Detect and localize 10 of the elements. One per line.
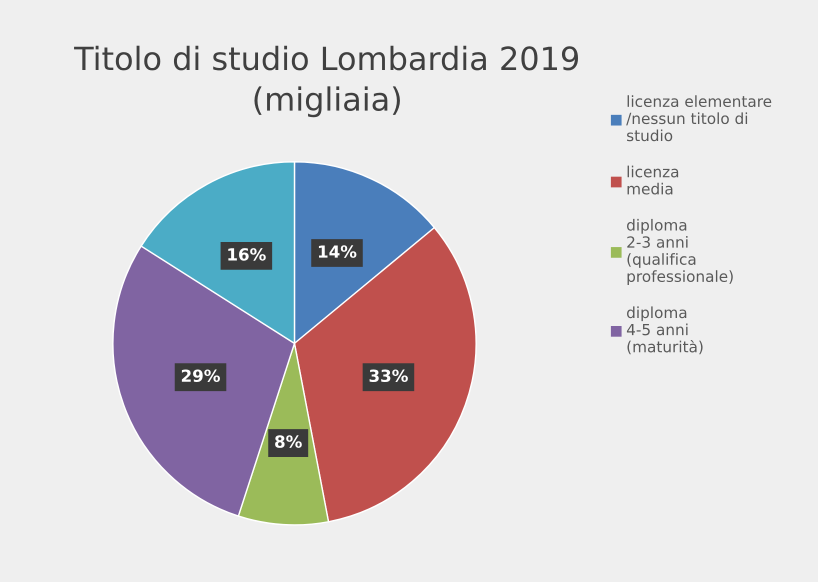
data-label: 14% — [318, 245, 356, 258]
legend-label: licenza media — [628, 166, 678, 195]
data-label: 29% — [182, 369, 220, 382]
legend-label: diploma 2-3 anni (qualifica professionale) — [627, 218, 733, 286]
legend-label: diploma 4-5 anni (maturità) — [626, 306, 703, 354]
data-label: 16% — [228, 248, 266, 261]
legend-label: licenza elementare /nessun titolo di studio — [626, 95, 772, 142]
data-label: 8% — [275, 435, 302, 448]
chart-title: Titolo di studio Lombardia 2019 (migliaia) — [74, 46, 578, 118]
data-label: 33% — [370, 369, 408, 382]
